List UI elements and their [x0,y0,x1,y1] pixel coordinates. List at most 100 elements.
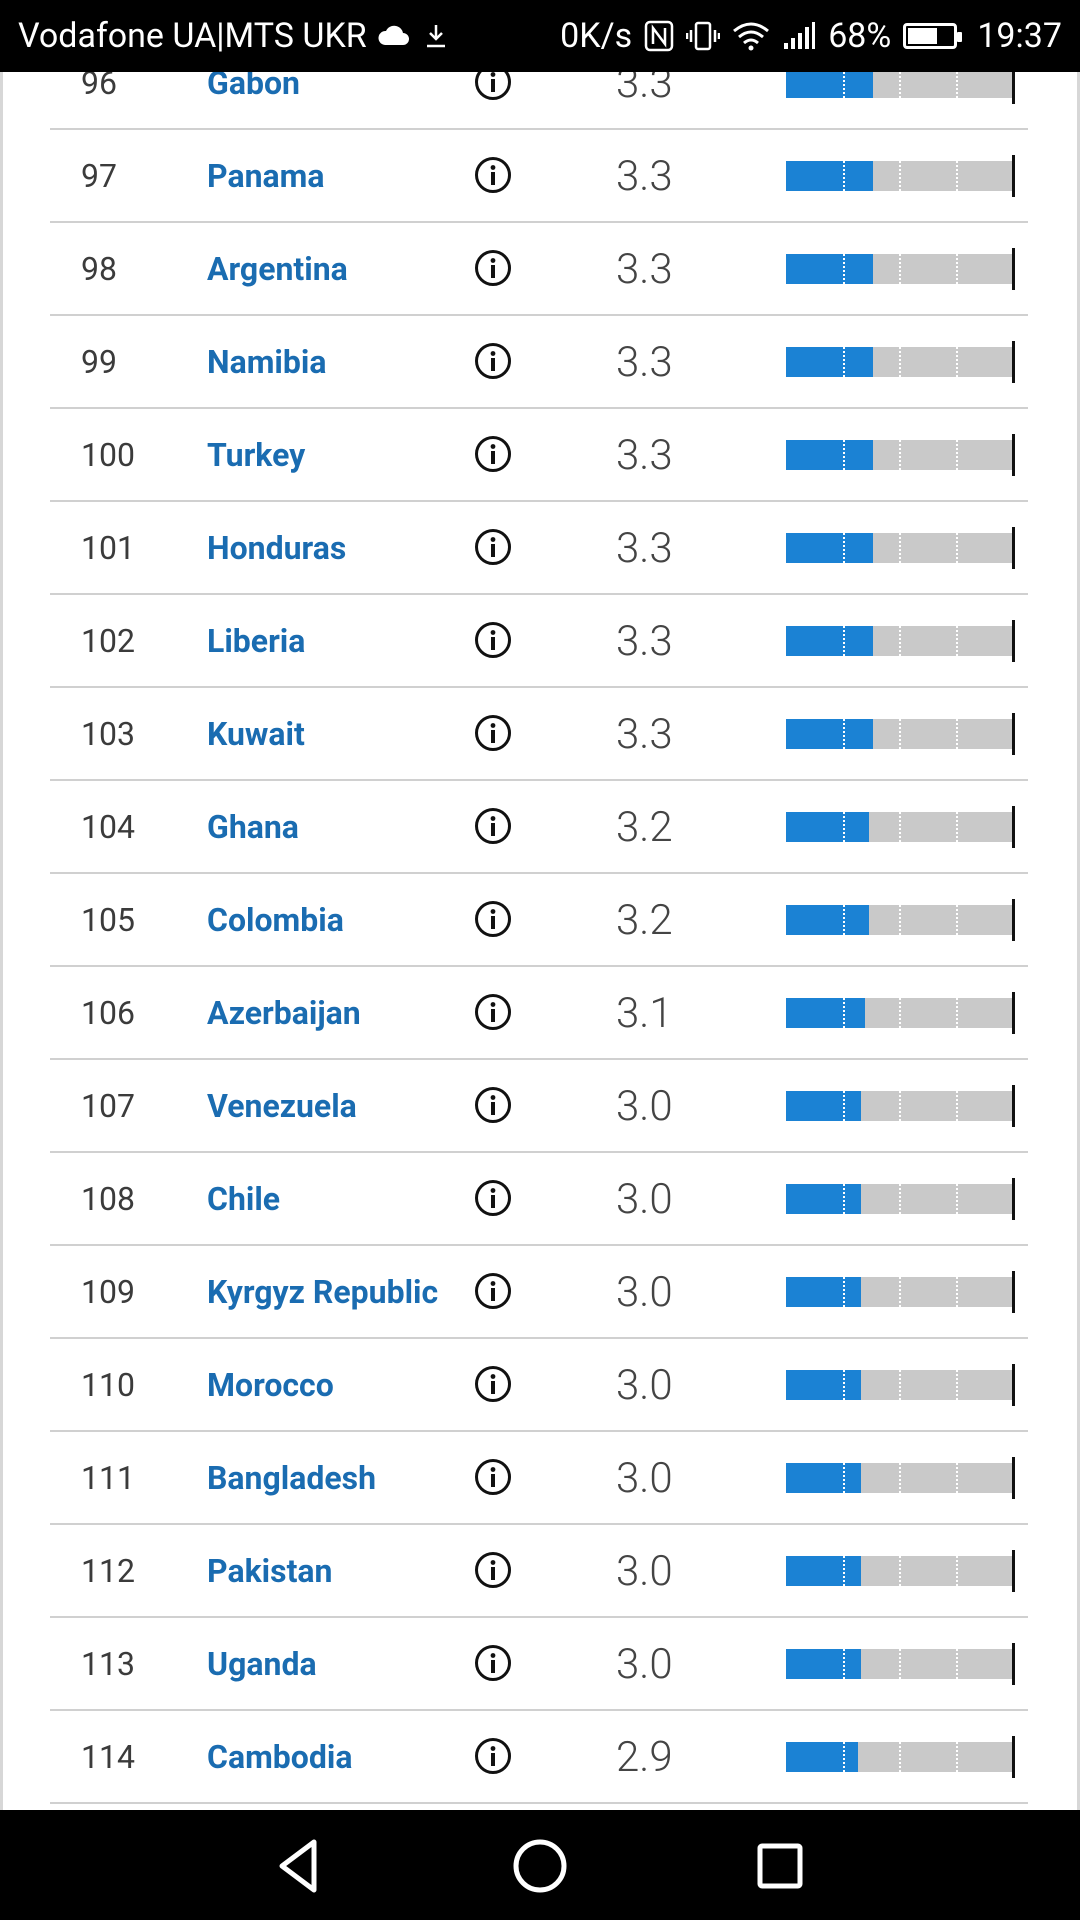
table-row[interactable]: 112 Pakistan 3.0 [50,1525,1028,1618]
rank-number: 96 [81,72,117,102]
info-icon[interactable] [474,156,512,194]
table-row[interactable]: 98 Argentina 3.3 [50,223,1028,316]
country-link[interactable]: Uganda [207,1645,317,1683]
score-bar-tick [955,440,958,470]
score-value: 3.3 [616,431,673,480]
country-link[interactable]: Bangladesh [207,1459,377,1497]
info-icon[interactable] [474,1551,512,1589]
score-bar-max-marker [1012,1736,1015,1778]
score-bar-max-marker [1012,620,1015,662]
info-icon[interactable] [474,72,512,101]
country-link[interactable]: Gabon [207,72,300,102]
score-bar-tick [955,1091,958,1121]
row-divider [50,314,1028,316]
table-row[interactable]: 99 Namibia 3.3 [50,316,1028,409]
country-link[interactable]: Argentina [207,250,348,288]
info-icon[interactable] [474,435,512,473]
score-bar-tick [899,347,901,377]
info-icon[interactable] [474,342,512,380]
info-icon[interactable] [474,807,512,845]
country-link[interactable]: Azerbaijan [207,994,361,1032]
score-bar [786,1178,1015,1220]
info-icon[interactable] [474,1179,512,1217]
country-link[interactable]: Panama [207,157,325,195]
table-row[interactable]: 97 Panama 3.3 [50,130,1028,223]
score-bar-fill [786,440,873,470]
home-icon[interactable] [508,1834,572,1898]
table-row[interactable]: 109 Kyrgyz Republic 3.0 [50,1246,1028,1339]
score-bar-max-marker [1012,434,1015,476]
score-bar-tick [842,719,845,749]
score-bar-fill [786,1463,862,1493]
carrier-name: Vodafone UA|MTS UKR [18,16,367,56]
score-bar-tick [899,1184,901,1214]
country-link[interactable]: Liberia [207,622,306,660]
info-icon[interactable] [474,1086,512,1124]
navigation-bar [0,1810,1080,1920]
table-row[interactable]: 96 Gabon 3.3 [50,72,1028,130]
score-value: 3.0 [616,1454,673,1503]
table-row[interactable]: 108 Chile 3.0 [50,1153,1028,1246]
score-bar-tick [899,1649,901,1679]
score-bar-fill [786,72,873,98]
info-icon[interactable] [474,1365,512,1403]
wifi-icon [732,21,770,51]
score-bar-max-marker [1012,248,1015,290]
country-link[interactable]: Kyrgyz Republic [207,1273,439,1311]
table-row[interactable]: 106 Azerbaijan 3.1 [50,967,1028,1060]
score-bar-max-marker [1012,1271,1015,1313]
info-icon[interactable] [474,900,512,938]
recents-icon[interactable] [748,1834,812,1898]
score-bar-tick [955,1370,958,1400]
info-icon[interactable] [474,1737,512,1775]
score-bar-tick [899,440,901,470]
country-link[interactable]: Colombia [207,901,344,939]
vibrate-icon [686,20,721,52]
country-link[interactable]: Morocco [207,1366,334,1404]
country-link[interactable]: Cambodia [207,1738,353,1776]
info-icon[interactable] [474,1272,512,1310]
table-row[interactable]: 101 Honduras 3.3 [50,502,1028,595]
info-icon[interactable] [474,1458,512,1496]
table-row[interactable]: 102 Liberia 3.3 [50,595,1028,688]
country-link[interactable]: Honduras [207,529,347,567]
score-bar-tick [955,161,958,191]
ranking-list-viewport[interactable]: 96 Gabon 3.3 97 Panama 3.3 98 Argentina 3.3 99 Nam… [0,72,1080,1810]
back-icon[interactable] [268,1834,332,1898]
info-icon[interactable] [474,714,512,752]
score-bar-fill [786,254,873,284]
country-link[interactable]: Ghana [207,808,299,846]
table-row[interactable]: 104 Ghana 3.2 [50,781,1028,874]
country-link[interactable]: Pakistan [207,1552,333,1590]
table-row[interactable]: 103 Kuwait 3.3 [50,688,1028,781]
info-icon[interactable] [474,621,512,659]
score-bar [786,527,1015,569]
info-icon[interactable] [474,249,512,287]
table-row[interactable]: 114 Cambodia 2.9 [50,1711,1028,1804]
info-icon[interactable] [474,993,512,1031]
table-row[interactable]: 105 Colombia 3.2 [50,874,1028,967]
row-divider [50,1709,1028,1711]
table-row[interactable]: 100 Turkey 3.3 [50,409,1028,502]
rank-number: 108 [81,1180,135,1218]
row-divider [50,593,1028,595]
table-row[interactable]: 111 Bangladesh 3.0 [50,1432,1028,1525]
row-divider [50,128,1028,130]
score-bar-tick [842,626,845,656]
info-icon[interactable] [474,528,512,566]
country-link[interactable]: Turkey [207,436,306,474]
row-divider [50,500,1028,502]
country-link[interactable]: Venezuela [207,1087,357,1125]
score-bar-tick [899,254,901,284]
score-value: 3.3 [616,72,673,108]
table-row[interactable]: 110 Morocco 3.0 [50,1339,1028,1432]
table-row[interactable]: 113 Uganda 3.0 [50,1618,1028,1711]
score-bar-tick [899,719,901,749]
country-link[interactable]: Kuwait [207,715,305,753]
info-icon[interactable] [474,1644,512,1682]
country-link[interactable]: Namibia [207,343,327,381]
country-link[interactable]: Chile [207,1180,281,1218]
score-bar [786,1085,1015,1127]
score-bar-tick [842,1556,845,1586]
table-row[interactable]: 107 Venezuela 3.0 [50,1060,1028,1153]
